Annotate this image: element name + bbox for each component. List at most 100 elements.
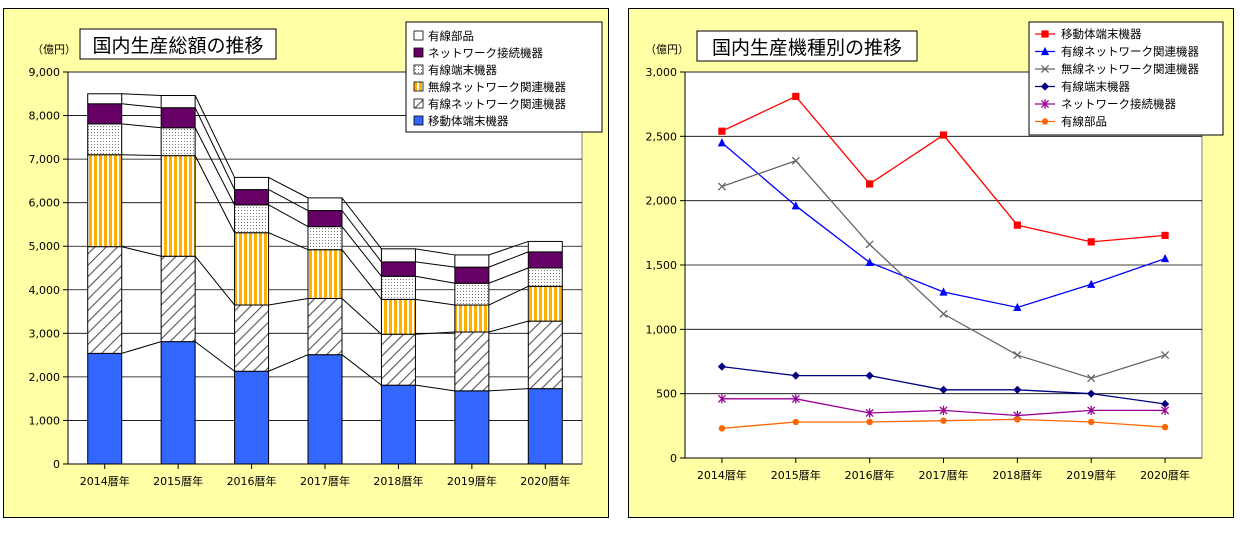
bar-segment-3 bbox=[87, 154, 123, 248]
stacked-bar-chart-panel: 0 1,000 2,000 3,000 4,000 5,000 6,000 7,000 8,00… bbox=[3, 8, 609, 518]
bar-segment-1 bbox=[380, 384, 416, 465]
data-point bbox=[1161, 405, 1170, 415]
data-point bbox=[865, 408, 874, 418]
bar-segment-4 bbox=[307, 226, 343, 251]
data-point bbox=[939, 287, 948, 296]
legend-label: ネットワーク接続機器 bbox=[1061, 97, 1176, 111]
series-connector-line bbox=[121, 246, 162, 257]
data-point bbox=[939, 309, 948, 318]
bar-segment-6 bbox=[307, 197, 343, 212]
bar-segment-2 bbox=[234, 304, 270, 372]
legend-label: 有線端末機器 bbox=[1061, 80, 1130, 94]
bar-segment-5 bbox=[527, 251, 563, 269]
legend-swatch bbox=[413, 30, 424, 41]
series-connector-line bbox=[488, 251, 529, 268]
y-tick-label: 4,000 bbox=[29, 284, 61, 297]
series-connector-line bbox=[194, 155, 236, 233]
bar-segment-4 bbox=[160, 127, 196, 157]
data-point bbox=[718, 127, 726, 135]
bar-segment-1 bbox=[454, 390, 490, 465]
series-connector-line bbox=[194, 107, 236, 190]
legend-swatch bbox=[413, 98, 424, 109]
bar-segment-6 bbox=[160, 95, 196, 109]
bar-segment-6 bbox=[380, 248, 416, 263]
y-tick-label: 1,000 bbox=[29, 414, 61, 427]
bar-segment-5 bbox=[234, 189, 270, 206]
bar-segment-2 bbox=[380, 333, 416, 386]
series-connector-line bbox=[341, 210, 382, 263]
bar-segment-3 bbox=[380, 298, 416, 335]
x-tick-label: 2014暦年 bbox=[697, 468, 747, 482]
bar-segment-6 bbox=[527, 240, 563, 253]
bar-segment-3 bbox=[234, 232, 270, 306]
legend-label: 有線部品 bbox=[428, 29, 474, 43]
bar-segment-6 bbox=[454, 254, 490, 268]
bar-segment-1 bbox=[87, 352, 123, 465]
legend-swatch bbox=[413, 47, 424, 58]
legend-label: 有線ネットワーク関連機器 bbox=[428, 97, 566, 111]
legend-label: ネットワーク接続機器 bbox=[428, 46, 543, 60]
data-point bbox=[1087, 374, 1096, 383]
legend-marker bbox=[1041, 30, 1049, 38]
x-tick-label: 2016暦年 bbox=[845, 468, 895, 482]
legend-label: 移動体端末機器 bbox=[1061, 27, 1142, 41]
data-point bbox=[940, 417, 947, 424]
x-tick-label: 2018暦年 bbox=[992, 468, 1042, 482]
data-point bbox=[1013, 385, 1022, 394]
y-axis-unit-label: （億円） bbox=[32, 43, 76, 56]
bar-segment-3 bbox=[527, 285, 563, 322]
chart-title: 国内生産総額の推移 bbox=[92, 35, 263, 57]
x-tick-label: 2015暦年 bbox=[771, 468, 821, 482]
data-point bbox=[717, 138, 727, 147]
legend bbox=[1028, 21, 1224, 136]
y-tick-label: 5,000 bbox=[29, 240, 61, 253]
x-tick-label: 2019暦年 bbox=[1066, 468, 1116, 482]
series-connector-line bbox=[341, 298, 382, 335]
data-point bbox=[1088, 418, 1095, 426]
series-connector-line bbox=[121, 103, 162, 109]
bar-segment-3 bbox=[454, 304, 490, 333]
data-point bbox=[718, 425, 726, 432]
data-point bbox=[791, 156, 800, 165]
bar-segment-4 bbox=[380, 275, 416, 300]
legend-swatch bbox=[413, 115, 424, 126]
series-connector-line bbox=[415, 248, 455, 256]
y-tick-label: 7,000 bbox=[29, 153, 61, 166]
bar-segment-5 bbox=[160, 107, 196, 129]
series-connector-line bbox=[268, 232, 309, 251]
bar-segment-3 bbox=[307, 249, 343, 299]
data-point bbox=[865, 240, 874, 249]
data-point bbox=[866, 180, 874, 188]
data-point bbox=[1160, 253, 1170, 263]
series-connector-line bbox=[121, 154, 162, 157]
series-connector-line bbox=[341, 226, 382, 277]
line-chart-panel: 0 500 1,000 1,500 2,000 2,500 3,000 2014暦年 2015暦… bbox=[628, 8, 1234, 518]
series-connector-line bbox=[341, 249, 382, 300]
bar-segment-1 bbox=[160, 341, 196, 465]
series-connector-line bbox=[488, 267, 529, 284]
y-tick-label: 1,000 bbox=[646, 323, 678, 336]
data-point bbox=[939, 131, 948, 139]
x-tick-label: 2018暦年 bbox=[373, 474, 423, 488]
data-point bbox=[717, 394, 726, 404]
legend-swatch bbox=[413, 64, 424, 75]
bar-segment-1 bbox=[307, 354, 343, 465]
data-point bbox=[1160, 399, 1170, 409]
x-tick-label: 2017暦年 bbox=[300, 474, 350, 488]
series-connector-line bbox=[488, 320, 529, 333]
legend-label: 有線端末機器 bbox=[428, 63, 497, 77]
data-point bbox=[1087, 389, 1096, 398]
series-connector-line bbox=[415, 261, 455, 268]
bar-segment-4 bbox=[87, 123, 123, 156]
bar-segment-2 bbox=[454, 331, 490, 392]
line-chart: 0 500 1,000 1,500 2,000 2,500 3,000 2014暦年 2015暦… bbox=[645, 21, 1224, 482]
y-tick-label: 0 bbox=[53, 458, 60, 471]
y-tick-label: 2,500 bbox=[646, 130, 678, 143]
series-connector-line bbox=[194, 127, 236, 206]
y-tick-label: 3,000 bbox=[646, 66, 678, 79]
chart-title: 国内生産機種別の推移 bbox=[712, 37, 902, 59]
y-tick-label: 1,500 bbox=[646, 259, 678, 272]
bar-segment-6 bbox=[234, 176, 270, 191]
bar-segment-1 bbox=[234, 370, 270, 465]
y-tick-label: 2,000 bbox=[646, 195, 678, 208]
